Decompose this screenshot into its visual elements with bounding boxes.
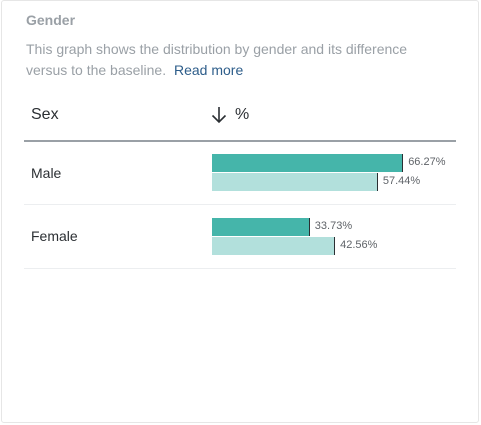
- row-label-female: Female: [31, 228, 78, 244]
- row-label-male: Male: [31, 165, 62, 181]
- card-description: This graph shows the distribution by gen…: [26, 39, 446, 81]
- male-baseline-bar: [212, 173, 377, 191]
- male-value-bar: [212, 154, 403, 172]
- column-header-percent[interactable]: %: [211, 106, 249, 124]
- male-value-label: 66.27%: [408, 156, 446, 168]
- male-baseline-bar-end: [376, 173, 378, 191]
- description-text: This graph shows the distribution by gen…: [26, 41, 408, 78]
- female-value-bar: [212, 218, 309, 236]
- card-title: Gender: [26, 12, 76, 28]
- header-divider: [24, 140, 456, 142]
- female-value-label: 33.73%: [314, 220, 353, 232]
- female-baseline-label: 42.56%: [340, 239, 378, 251]
- row-divider: [24, 204, 456, 205]
- male-value-bar-end: [402, 154, 404, 172]
- column-header-sex[interactable]: Sex: [31, 106, 59, 123]
- female-baseline-bar: [212, 237, 335, 255]
- percent-header-label: %: [235, 106, 250, 123]
- female-value-bar-end: [308, 218, 310, 236]
- arrow-down-icon[interactable]: [211, 106, 227, 124]
- male-baseline-label: 57.44%: [382, 175, 421, 187]
- female-baseline-bar-end: [334, 237, 336, 255]
- read-more-link[interactable]: Read more: [173, 62, 244, 78]
- row-divider: [24, 268, 456, 269]
